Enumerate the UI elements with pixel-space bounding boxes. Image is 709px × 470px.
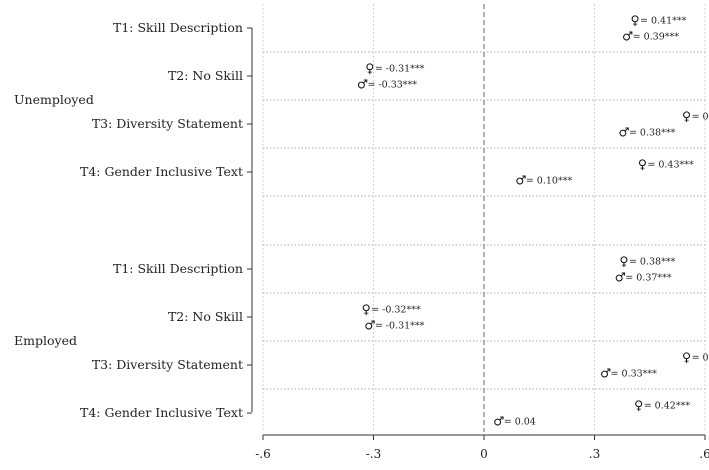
row-label: T2: No Skill bbox=[168, 68, 243, 83]
row-label: T1: Skill Description bbox=[113, 20, 243, 35]
grid-lines bbox=[262, 4, 706, 432]
row-label: T3: Diversity Statement bbox=[92, 357, 243, 372]
female-marker: ♀ bbox=[630, 13, 639, 28]
male-marker: ♂ bbox=[600, 366, 611, 381]
male-marker: ♂ bbox=[357, 77, 368, 92]
female-marker: ♀ bbox=[682, 350, 691, 365]
row-label: T2: No Skill bbox=[168, 309, 243, 324]
male-data-label: = 0.04 bbox=[504, 417, 536, 428]
female-marker: ♀ bbox=[682, 109, 691, 124]
x-axis-ticks: -.6 -.3 0 .3 .6 bbox=[255, 435, 709, 461]
x-tick-label: .3 bbox=[589, 447, 600, 461]
x-tick-label: 0 bbox=[480, 447, 488, 461]
female-data-label: = 0.42*** bbox=[644, 401, 691, 412]
male-marker: ♂ bbox=[618, 125, 629, 140]
row-label: T4: Gender Inclusive Text bbox=[80, 164, 243, 179]
male-data-label: = 0.10*** bbox=[526, 176, 573, 187]
female-data-label: = 0.38*** bbox=[629, 257, 676, 268]
male-data-label: = 0.37*** bbox=[625, 273, 672, 284]
female-data-label: = 0.41*** bbox=[640, 16, 687, 27]
female-data-label: = -0.31*** bbox=[375, 64, 425, 75]
female-marker: ♀ bbox=[634, 398, 643, 413]
row-label: T3: Diversity Statement bbox=[92, 116, 243, 131]
male-data-label: = 0.39*** bbox=[633, 32, 680, 43]
male-data-label: = -0.31*** bbox=[375, 321, 425, 332]
male-data-label: = 0.38*** bbox=[629, 128, 676, 139]
x-tick-label: -.3 bbox=[366, 447, 382, 461]
row-label: T4: Gender Inclusive Text bbox=[80, 405, 243, 420]
group-label: Employed bbox=[14, 333, 77, 348]
group-label: Unemployed bbox=[14, 92, 94, 107]
male-marker: ♂ bbox=[493, 414, 504, 429]
x-tick-label: -.6 bbox=[255, 447, 271, 461]
female-data-label: = 0.55*** bbox=[692, 112, 709, 123]
row-label: T1: Skill Description bbox=[113, 261, 243, 276]
row-labels: T1: Skill Description T2: No Skill T3: Div… bbox=[14, 20, 243, 420]
female-marker: ♀ bbox=[365, 61, 374, 76]
female-data-label: = 0.55*** bbox=[692, 353, 709, 364]
x-tick-label: .6 bbox=[699, 447, 709, 461]
male-marker: ♂ bbox=[615, 270, 626, 285]
female-marker: ♀ bbox=[362, 302, 371, 317]
male-data-label: = -0.33*** bbox=[367, 80, 417, 91]
female-marker: ♀ bbox=[638, 157, 647, 172]
data-marks: ♀ = 0.41***♂ = 0.39***♀ = -0.31***♂ = -0.33*… bbox=[357, 13, 709, 429]
female-marker: ♀ bbox=[619, 254, 628, 269]
male-marker: ♂ bbox=[364, 318, 375, 333]
female-data-label: = 0.43*** bbox=[647, 160, 694, 171]
female-data-label: = -0.32*** bbox=[371, 305, 421, 316]
male-marker: ♂ bbox=[515, 173, 526, 188]
male-marker: ♂ bbox=[622, 29, 633, 44]
male-data-label: = 0.33*** bbox=[611, 369, 658, 380]
